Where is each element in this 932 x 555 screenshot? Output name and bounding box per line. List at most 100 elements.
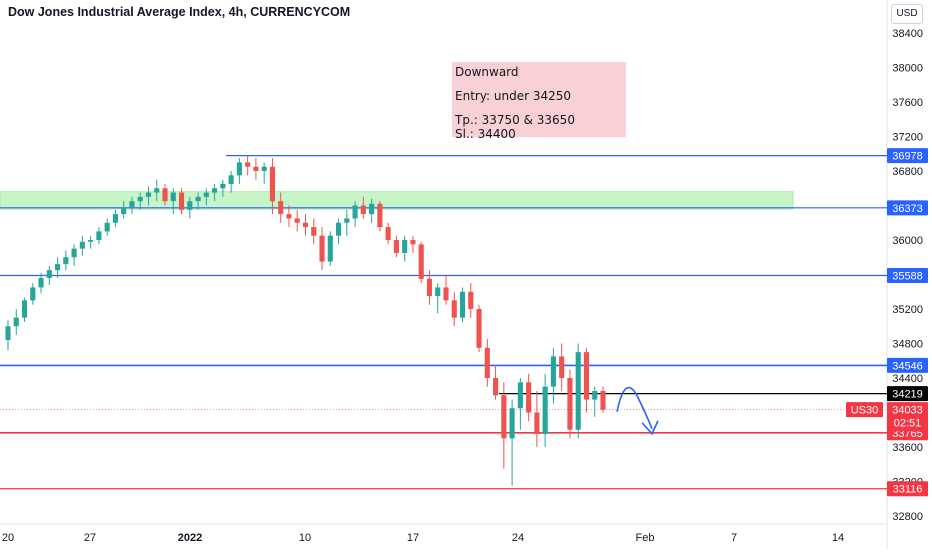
candle-body bbox=[245, 162, 251, 167]
candle-body bbox=[154, 188, 160, 193]
candle-body bbox=[203, 192, 209, 197]
candle-body bbox=[79, 241, 85, 249]
candle-body bbox=[517, 382, 523, 409]
candle-body bbox=[170, 192, 176, 202]
price-marker-36373 bbox=[887, 200, 928, 216]
x-tick-label: 20 bbox=[2, 532, 14, 544]
candle-body bbox=[63, 257, 69, 265]
forecast-arrow-path bbox=[616, 386, 653, 430]
candle-body bbox=[212, 188, 218, 193]
candle-body bbox=[104, 222, 110, 232]
candle-body bbox=[344, 218, 350, 223]
price-marker-34546 bbox=[887, 357, 928, 373]
y-tick-label: 32800 bbox=[892, 511, 923, 523]
candle-body bbox=[592, 390, 598, 400]
forecast-arrow-head bbox=[641, 420, 659, 436]
resistance-zone bbox=[0, 191, 794, 210]
y-tick-label: 38000 bbox=[892, 63, 923, 75]
symbol-tag-label: US30 bbox=[851, 405, 879, 417]
candle-body bbox=[129, 201, 135, 208]
candle-body bbox=[451, 300, 457, 318]
candle-body bbox=[493, 378, 499, 396]
candle-body bbox=[30, 287, 36, 301]
candle-body bbox=[187, 201, 193, 210]
candle-body bbox=[583, 352, 590, 400]
candle-body bbox=[228, 175, 234, 184]
x-tick-label: 10 bbox=[299, 532, 311, 544]
candle-body bbox=[559, 356, 565, 378]
candle-body bbox=[137, 196, 143, 202]
candle-body bbox=[55, 264, 61, 271]
candle-body bbox=[145, 192, 152, 197]
candle-body bbox=[369, 203, 375, 215]
candle-body bbox=[435, 287, 441, 297]
price-marker-label: 34546 bbox=[892, 360, 923, 372]
candle-body bbox=[88, 240, 94, 242]
candle-body bbox=[426, 278, 433, 297]
symbol-tag bbox=[846, 402, 883, 418]
candle-body bbox=[402, 240, 408, 253]
candle-body bbox=[302, 222, 309, 228]
candle-body bbox=[294, 218, 300, 223]
candle-body bbox=[484, 347, 490, 378]
candle-body bbox=[501, 395, 507, 439]
chart-title: Dow Jones Industrial Average Index, 4h, … bbox=[8, 5, 351, 19]
x-tick-label: 2022 bbox=[178, 532, 202, 544]
candle-body bbox=[567, 378, 573, 430]
candle-body bbox=[96, 231, 102, 240]
countdown-label: 02:51 bbox=[894, 418, 922, 430]
price-marker-label: 36978 bbox=[892, 151, 923, 163]
x-tick-label: 27 bbox=[84, 532, 96, 544]
price-marker-label: 34219 bbox=[892, 389, 923, 401]
candle-body bbox=[393, 240, 399, 253]
y-tick-label: 34800 bbox=[892, 339, 923, 351]
current-price-label: 34033 bbox=[892, 405, 923, 417]
currency-button[interactable]: USD bbox=[891, 4, 923, 24]
candle-body bbox=[236, 162, 242, 176]
price-marker-35588 bbox=[887, 268, 928, 284]
candle-body bbox=[38, 277, 44, 288]
candle-body bbox=[476, 309, 482, 348]
candle-body bbox=[550, 356, 556, 387]
x-tick-label: 14 bbox=[832, 532, 844, 544]
y-tick-label: 36800 bbox=[892, 166, 923, 178]
y-tick-label: 35200 bbox=[892, 304, 923, 316]
note-stop-loss: Sl.: 34400 bbox=[455, 127, 516, 141]
candle-body bbox=[360, 205, 366, 215]
candle-body bbox=[220, 183, 226, 189]
x-tick-label: Feb bbox=[636, 532, 655, 544]
candle-body bbox=[509, 408, 515, 439]
x-tick-label: 24 bbox=[512, 532, 524, 544]
candle-body bbox=[195, 196, 201, 202]
candle-body bbox=[71, 248, 77, 258]
candle-body bbox=[13, 317, 19, 327]
candle-body bbox=[377, 203, 383, 228]
y-tick-label: 37600 bbox=[892, 97, 923, 109]
candle-body bbox=[575, 352, 581, 430]
candle-body bbox=[269, 166, 276, 202]
candle-body bbox=[327, 235, 333, 262]
price-marker-36978 bbox=[887, 148, 928, 164]
candle-body bbox=[534, 412, 540, 435]
candle-body bbox=[526, 382, 532, 413]
candle-body bbox=[5, 326, 11, 341]
y-tick-label: 33600 bbox=[892, 442, 923, 454]
trade-note[interactable]: Downward Entry: under 34250 Tp.: 33750 &… bbox=[452, 62, 626, 141]
candle-body bbox=[253, 166, 259, 171]
x-tick-label: 17 bbox=[407, 532, 419, 544]
candle-body bbox=[311, 227, 317, 236]
price-marker-label: 33116 bbox=[893, 484, 923, 496]
candle-body bbox=[178, 192, 185, 210]
note-direction: Downward bbox=[455, 65, 519, 79]
candle-body bbox=[410, 240, 416, 245]
candle-body bbox=[319, 235, 325, 262]
y-tick-label: 38400 bbox=[892, 28, 923, 40]
price-marker-33116 bbox=[887, 481, 928, 497]
candle-body bbox=[443, 287, 449, 301]
candle-body bbox=[468, 291, 474, 309]
candle-body bbox=[112, 214, 118, 223]
candle-body bbox=[459, 291, 466, 318]
y-tick-label: 36000 bbox=[892, 235, 923, 247]
y-tick-label: 34400 bbox=[892, 373, 923, 385]
candle-body bbox=[600, 390, 606, 410]
